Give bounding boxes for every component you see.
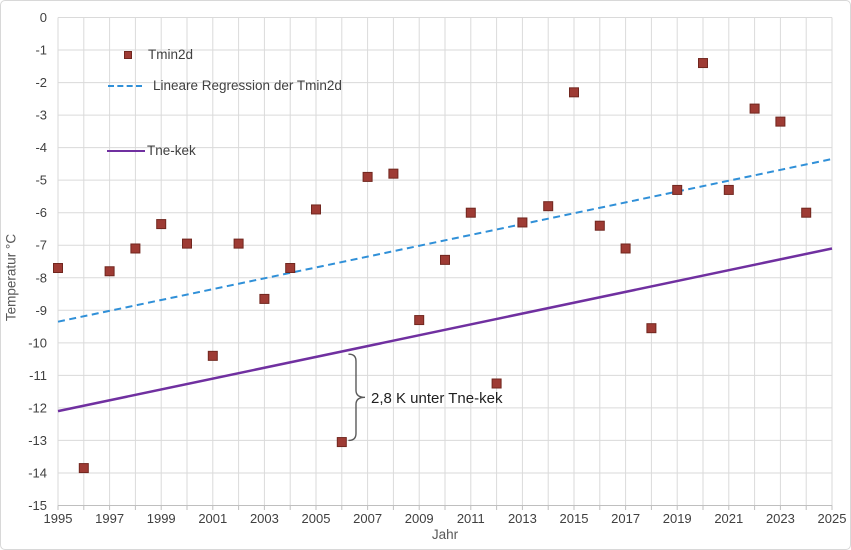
annotation-text: 2,8 K unter Tne-kek	[371, 390, 503, 407]
data-point-1998	[130, 243, 141, 254]
legend-label-regression: Lineare Regression der Tmin2d	[153, 78, 342, 93]
data-point-2004	[285, 263, 296, 274]
data-point-1997	[104, 266, 115, 277]
data-point-2013	[517, 217, 528, 228]
y-tick--15: -15	[28, 498, 47, 513]
data-point-2005	[311, 204, 321, 215]
regression-trend-line	[57, 158, 833, 323]
data-point-2006	[336, 437, 347, 448]
tnekek-line-icon	[107, 149, 145, 152]
y-tick--13: -13	[28, 433, 47, 448]
x-tick-2015: 2015	[560, 511, 589, 526]
data-point-2007	[362, 171, 373, 182]
x-tick-2013: 2013	[508, 511, 537, 526]
x-tick-2011: 2011	[457, 511, 485, 526]
data-point-2015	[569, 87, 579, 98]
data-point-2020	[698, 58, 708, 69]
y-axis-title: Temperatur °C	[3, 233, 19, 322]
data-point-1996	[78, 463, 89, 474]
x-tick-2023: 2023	[766, 511, 795, 526]
y-tick--1: -1	[35, 43, 47, 58]
data-point-2001	[207, 350, 218, 361]
data-point-1995	[53, 263, 63, 274]
x-tick-2001: 2001	[198, 511, 227, 526]
x-tick-2005: 2005	[302, 511, 331, 526]
y-tick--6: -6	[35, 205, 47, 220]
data-point-1999	[156, 219, 167, 230]
data-point-2016	[594, 220, 605, 231]
data-point-2022	[749, 103, 760, 114]
tick-labels: 1995 1997 1999 2001 2003 2005 2007 2009 2011 2013…	[28, 10, 846, 526]
data-point-2018	[646, 323, 657, 334]
data-point-2009	[414, 315, 425, 326]
x-tick-2009: 2009	[405, 511, 434, 526]
data-point-2002	[233, 238, 244, 249]
x-tick-2025: 2025	[818, 511, 847, 526]
data-point-2003	[259, 293, 270, 304]
y-tick--14: -14	[28, 465, 47, 480]
data-point-2023	[775, 116, 786, 127]
x-tick-1999: 1999	[147, 511, 176, 526]
regression-line-icon	[108, 84, 142, 87]
x-axis	[57, 505, 833, 510]
x-tick-2019: 2019	[663, 511, 692, 526]
data-point-2014	[543, 201, 554, 212]
legend-label-tmin2d: Tmin2d	[148, 47, 194, 62]
y-tick--9: -9	[35, 303, 47, 318]
y-tick--3: -3	[35, 108, 47, 123]
tnekek-trend-line	[57, 247, 833, 413]
x-tick-2007: 2007	[353, 511, 382, 526]
y-tick--10: -10	[28, 335, 47, 350]
x-tick-1995: 1995	[44, 511, 73, 526]
y-tick--7: -7	[35, 238, 47, 253]
brace-icon	[348, 353, 366, 442]
y-tick--2: -2	[35, 75, 47, 90]
data-point-2017	[620, 243, 631, 254]
data-point-2024	[801, 207, 812, 218]
y-tick--12: -12	[28, 400, 47, 415]
y-tick--8: -8	[35, 270, 47, 285]
x-tick-2003: 2003	[250, 511, 279, 526]
data-point-2011	[465, 207, 476, 218]
x-tick-2017: 2017	[611, 511, 640, 526]
x-tick-2021: 2021	[714, 511, 743, 526]
y-tick--5: -5	[35, 173, 47, 188]
legend-item-tnekek: Tne-kek	[107, 143, 196, 158]
y-tick--11: -11	[29, 368, 47, 383]
legend-item-regression: Lineare Regression der Tmin2d	[108, 78, 342, 93]
tmin2d-marker-icon	[124, 50, 132, 59]
data-point-2010	[440, 254, 450, 265]
data-point-2000	[182, 238, 192, 249]
data-point-2008	[388, 168, 399, 179]
data-point-2021	[723, 184, 734, 195]
y-tick--4: -4	[35, 140, 47, 155]
legend-label-tnekek: Tne-kek	[147, 143, 196, 158]
x-tick-1997: 1997	[95, 511, 124, 526]
legend-item-tmin2d: Tmin2d	[124, 47, 193, 62]
x-axis-title: Jahr	[431, 527, 459, 542]
data-point-2012	[491, 378, 502, 389]
data-point-2019	[672, 184, 683, 195]
tmin2d-points	[53, 58, 812, 474]
y-tick-0: 0	[40, 10, 47, 25]
